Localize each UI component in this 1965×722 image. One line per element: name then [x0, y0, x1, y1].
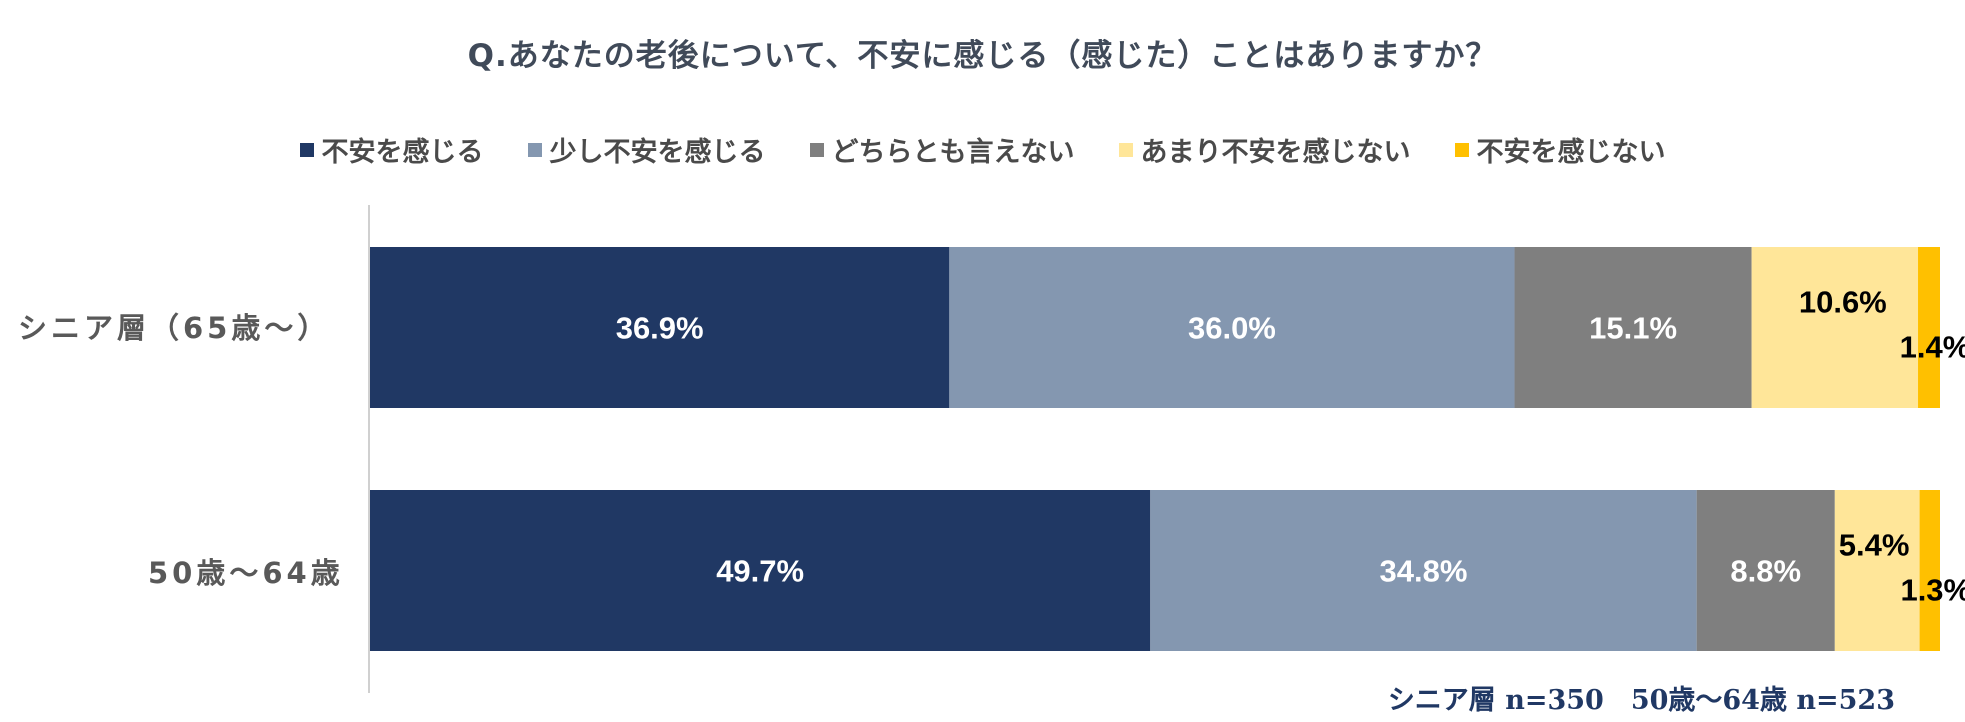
legend-label-5: 不安を感じない — [1476, 137, 1666, 168]
data-label-1-5: 1.4% — [1900, 330, 1965, 365]
category-label-50-64: 50歳～64歳 — [148, 556, 344, 590]
legend-item-1: 不安を感じる — [299, 130, 484, 169]
legend-label-2: 少し不安を感じる — [549, 137, 766, 168]
legend-label-1: 不安を感じる — [321, 137, 484, 168]
legend-item-5: 不安を感じない — [1454, 130, 1666, 169]
legend-swatch-5 — [1454, 142, 1469, 157]
bar-segment-2-3 — [1696, 490, 1835, 651]
sample-size-note: シニア層 n=350 50歳～64歳 n=523 — [1387, 685, 1895, 716]
bar-segment-1-3 — [1514, 247, 1752, 408]
data-label-2-5: 1.3% — [1900, 573, 1965, 608]
data-label-2-1: 49.7% — [716, 554, 804, 589]
data-label-2-3: 8.8% — [1730, 554, 1801, 589]
data-label-2-2: 34.8% — [1380, 554, 1468, 589]
data-label-1-4: 10.6% — [1799, 285, 1887, 320]
bar-segment-2-4 — [1834, 490, 1920, 651]
bar-segment-1-5 — [1918, 247, 1940, 408]
data-label-1-2: 36.0% — [1188, 311, 1276, 346]
category-label-senior: シニア層（65歳～） — [18, 311, 331, 345]
legend-label-4: あまり不安を感じない — [1140, 137, 1411, 168]
legend-swatch-4 — [1118, 142, 1133, 157]
legend-item-3: どちらとも言えない — [809, 130, 1075, 169]
data-label-1-1: 36.9% — [616, 311, 704, 346]
legend-item-2: 少し不安を感じる — [527, 130, 766, 169]
bar-segment-1-1 — [370, 247, 950, 408]
legend-swatch-3 — [809, 142, 824, 157]
bar-segment-2-2 — [1150, 490, 1697, 651]
chart-title: Q.あなたの老後について、不安に感じる（感じた）ことはありますか？ — [467, 38, 1498, 74]
category-axis — [368, 205, 370, 693]
legend-swatch-1 — [299, 142, 314, 157]
bar-segment-2-1 — [370, 490, 1151, 651]
bar-segment-1-4 — [1751, 247, 1919, 408]
bar-segment-1-2 — [949, 247, 1515, 408]
legend-label-3: どちらとも言えない — [831, 137, 1075, 168]
data-label-1-3: 15.1% — [1589, 311, 1677, 346]
legend-item-4: あまり不安を感じない — [1118, 130, 1411, 169]
data-label-2-4: 5.4% — [1839, 528, 1910, 563]
legend: 不安を感じる 少し不安を感じる どちらとも言えない あまり不安を感じない 不安を… — [0, 130, 1965, 169]
legend-swatch-2 — [527, 142, 542, 157]
bar-segment-2-5 — [1919, 490, 1940, 651]
